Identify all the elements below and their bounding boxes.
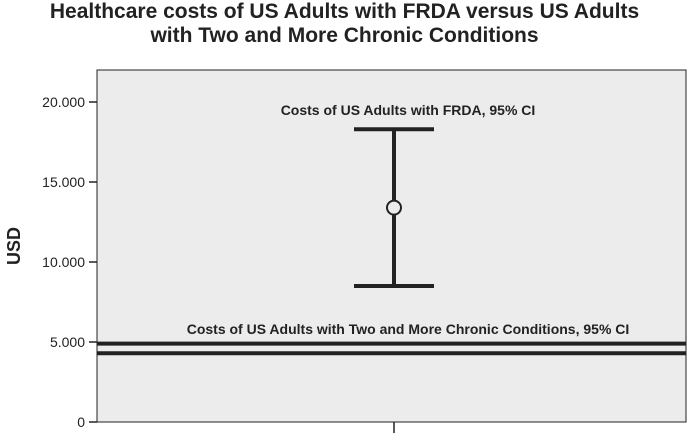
frda-mean-marker xyxy=(386,199,402,216)
chart-title-line-2: with Two and More Chronic Conditions xyxy=(150,24,539,47)
y-axis-tick-label: 10.000 xyxy=(42,254,85,270)
plot-area xyxy=(96,69,687,423)
frda-ci-annotation: Costs of US Adults with FRDA, 95% CI xyxy=(281,102,536,118)
y-axis-tick-label: 15.000 xyxy=(42,174,85,190)
chart-title-line-1: Healthcare costs of US Adults with FRDA … xyxy=(49,0,640,23)
y-axis-label: USD xyxy=(4,227,24,265)
y-axis-tick-label: 5.000 xyxy=(50,334,85,350)
chronic-conditions-ci: Costs of US Adults with Two and More Chr… xyxy=(97,321,686,356)
y-axis-tick-label: 20.000 xyxy=(42,94,85,110)
y-axis: 0 5.000 10.000 15.000 20.000 xyxy=(42,94,97,430)
frda-ci: Costs of US Adults with FRDA, 95% CI xyxy=(281,102,536,288)
chart-title: Healthcare costs of US Adults with FRDA … xyxy=(0,0,689,48)
chronic-ci-annotation: Costs of US Adults with Two and More Chr… xyxy=(187,321,630,337)
y-axis-tick-label: 0 xyxy=(77,414,85,430)
